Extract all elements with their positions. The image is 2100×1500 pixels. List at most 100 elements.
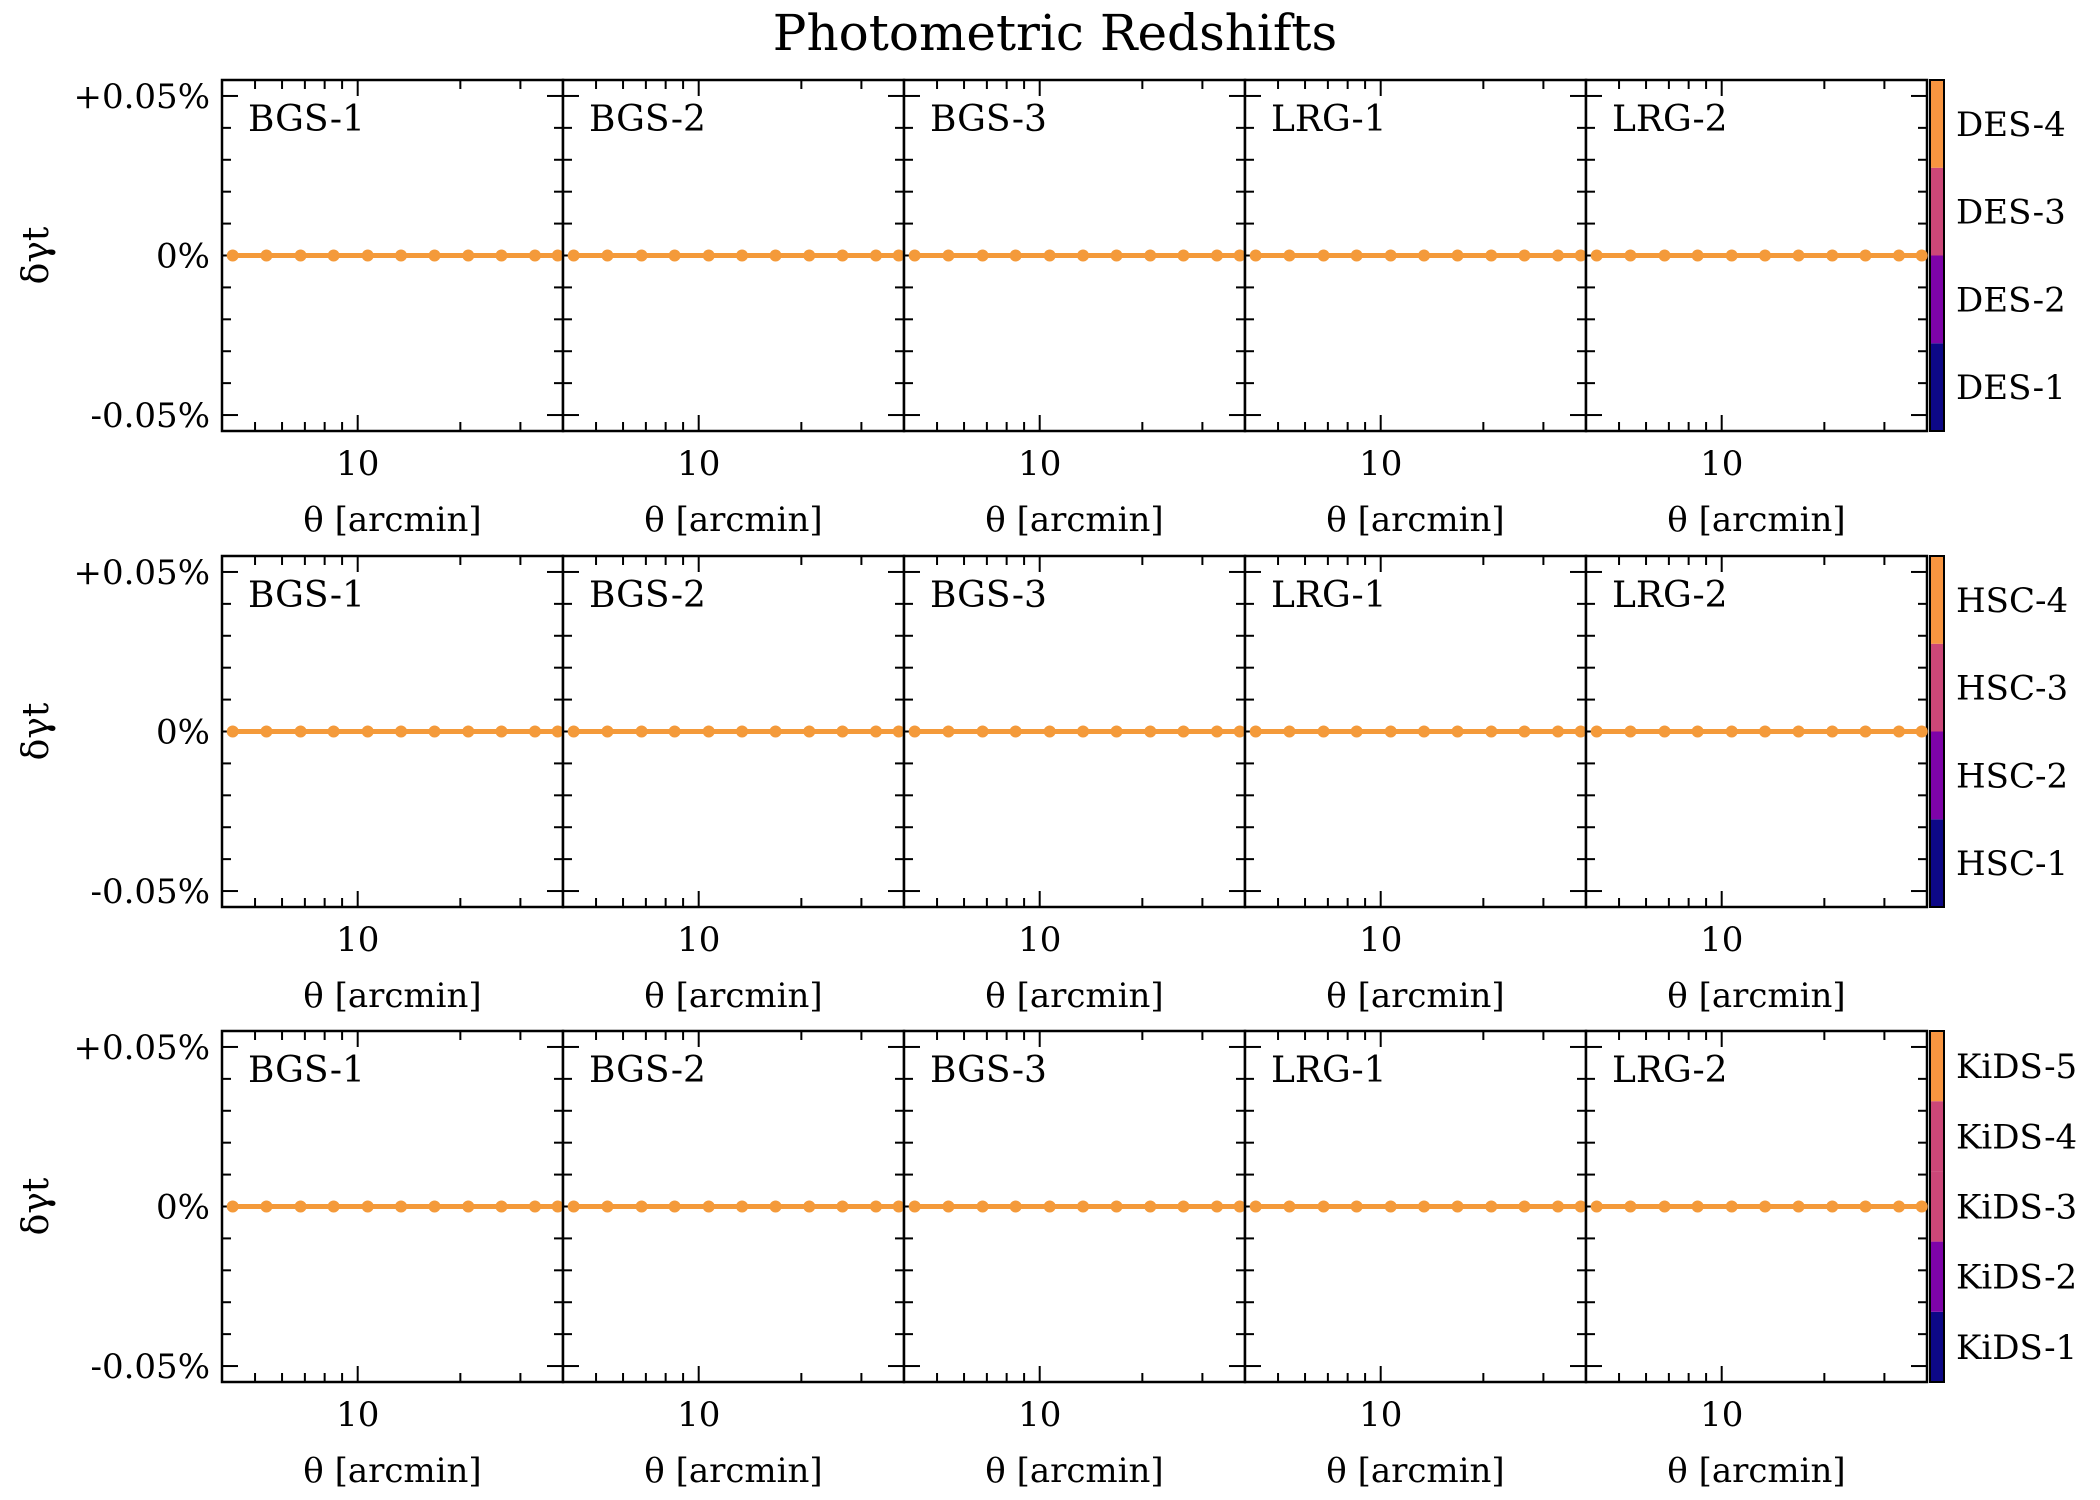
data-point: [462, 249, 475, 262]
data-point: [1249, 725, 1262, 738]
data-point: [908, 725, 921, 738]
x-axis-label: θ [arcmin]: [303, 500, 481, 540]
data-point: [361, 249, 374, 262]
data-point: [1691, 725, 1704, 738]
data-point: [836, 725, 849, 738]
data-point: [1485, 725, 1498, 738]
panel-label: LRG-1: [1271, 575, 1387, 616]
data-point: [1485, 1200, 1498, 1213]
panel: 10 θ [arcmin] BGS-2: [561, 554, 906, 1016]
data-point: [1210, 1200, 1223, 1213]
panel-label: BGS-1: [248, 575, 365, 616]
panel-label: LRG-1: [1271, 1050, 1387, 1091]
colorbar-label: HSC-2: [1956, 756, 2068, 796]
data-point: [1043, 1200, 1056, 1213]
data-point: [1859, 249, 1872, 262]
colorbar-label: DES-2: [1956, 280, 2066, 320]
x-axis-label: θ [arcmin]: [303, 976, 481, 1016]
data-point: [769, 1200, 782, 1213]
panel-label: BGS-3: [930, 99, 1047, 140]
data-point: [1384, 1200, 1397, 1213]
data-point: [1551, 725, 1564, 738]
data-point: [1915, 725, 1928, 738]
data-point: [1624, 725, 1637, 738]
data-point: [1826, 1200, 1839, 1213]
data-point: [1658, 1200, 1671, 1213]
y-tick-label: -0.05%: [91, 396, 211, 436]
data-point: [1859, 1200, 1872, 1213]
data-point: [702, 1200, 715, 1213]
data-point: [942, 1200, 955, 1213]
data-point: [226, 725, 239, 738]
data-point: [836, 249, 849, 262]
colorbar-label: DES-4: [1956, 105, 2066, 145]
data-point: [528, 1200, 541, 1213]
data-point: [1317, 725, 1330, 738]
data-point: [551, 249, 564, 262]
panel-label: BGS-2: [589, 1050, 706, 1091]
data-point: [1590, 249, 1603, 262]
x-axis-label: θ [arcmin]: [985, 500, 1163, 540]
colorbar-segment: [1930, 1031, 1944, 1102]
colorbar: HSC-1 HSC-2 HSC-3 HSC-4: [1929, 555, 2068, 908]
data-point: [462, 725, 475, 738]
data-point: [601, 725, 614, 738]
data-point: [1551, 249, 1564, 262]
data-point: [1177, 1200, 1190, 1213]
data-point: [1283, 249, 1296, 262]
panel-row-kids: δγt +0.05% 0% -0.05% 10 θ [arcmin] BGS-1 10 θ [a…: [16, 1028, 2077, 1491]
data-point: [1518, 249, 1531, 262]
panel-label: LRG-2: [1612, 99, 1728, 140]
data-point: [327, 1200, 340, 1213]
data-point: [1691, 249, 1704, 262]
x-tick-label: 10: [1359, 920, 1402, 960]
data-point: [1009, 249, 1022, 262]
panel-label: LRG-2: [1612, 575, 1728, 616]
x-tick-label: 10: [1359, 444, 1402, 484]
colorbar: KiDS-1 KiDS-2 KiDS-3 KiDS-4 KiDS-5: [1929, 1030, 2077, 1383]
data-point: [1233, 249, 1246, 262]
panel: 10 θ [arcmin] BGS-1: [220, 1029, 565, 1491]
data-point: [976, 249, 989, 262]
data-point: [495, 725, 508, 738]
colorbar-segment: [1930, 167, 1944, 256]
colorbar-segment: [1930, 1311, 1944, 1382]
data-point: [1177, 725, 1190, 738]
x-tick-label: 10: [677, 920, 720, 960]
panel: 10 θ [arcmin] LRG-2: [1584, 1029, 1929, 1491]
y-tick-label: +0.05%: [74, 1028, 211, 1068]
data-point: [1574, 1200, 1587, 1213]
data-point: [327, 725, 340, 738]
x-tick-label: 10: [677, 1395, 720, 1435]
data-point: [1624, 249, 1637, 262]
data-point: [1043, 249, 1056, 262]
x-tick-label: 10: [1018, 920, 1061, 960]
x-axis-label: θ [arcmin]: [1326, 1451, 1504, 1491]
panel-row-hsc: δγt +0.05% 0% -0.05% 10 θ [arcmin] BGS-1 10 θ [a…: [16, 553, 2068, 1016]
panel-label: BGS-3: [930, 575, 1047, 616]
data-point: [976, 725, 989, 738]
data-point: [1624, 1200, 1637, 1213]
data-point: [260, 725, 273, 738]
data-point: [567, 1200, 580, 1213]
data-point: [769, 249, 782, 262]
data-point: [601, 249, 614, 262]
data-point: [908, 1200, 921, 1213]
colorbar-segment: [1930, 731, 1944, 820]
data-point: [1144, 249, 1157, 262]
data-point: [1915, 249, 1928, 262]
x-tick-label: 10: [1018, 1395, 1061, 1435]
data-point: [803, 249, 816, 262]
data-point: [1725, 725, 1738, 738]
data-point: [1759, 725, 1772, 738]
panel-label: BGS-2: [589, 575, 706, 616]
data-point: [395, 1200, 408, 1213]
colorbar-segment: [1930, 80, 1944, 168]
data-point: [567, 725, 580, 738]
data-point: [1759, 1200, 1772, 1213]
data-point: [1144, 725, 1157, 738]
data-point: [1859, 725, 1872, 738]
panel: 10 θ [arcmin] BGS-2: [561, 78, 906, 540]
panel: 10 θ [arcmin] BGS-2: [561, 1029, 906, 1491]
